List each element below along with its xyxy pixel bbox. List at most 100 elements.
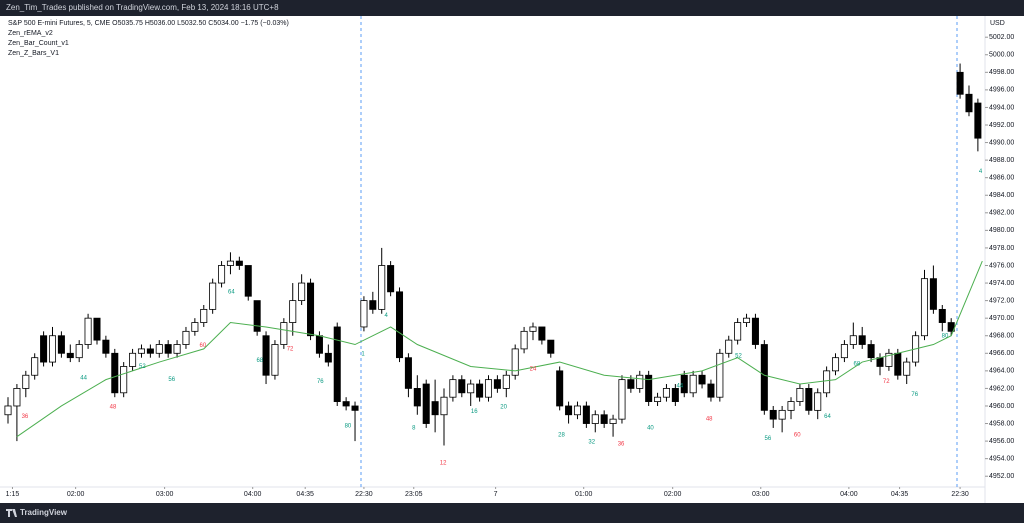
candle-body [200, 308, 208, 323]
bar-count: 68 [256, 358, 263, 364]
y-tick-label: 4954.00 [989, 456, 1014, 463]
candle-body [903, 361, 911, 376]
candle-body [40, 335, 48, 363]
candle-body [538, 326, 546, 341]
candle-body [484, 379, 493, 398]
candle-body [698, 374, 706, 385]
candle-body [298, 282, 306, 302]
candle-body [573, 405, 581, 416]
candle-body [333, 326, 341, 402]
candle-body [93, 317, 101, 341]
candle-body [689, 374, 697, 394]
bar-count: 24 [530, 367, 537, 373]
x-tick-label: 01:00 [575, 491, 593, 498]
candle-body [760, 344, 768, 411]
candle-body [965, 93, 973, 113]
bar-count: 80 [942, 333, 949, 339]
candle-body [511, 348, 519, 376]
bar-count: 4 [384, 313, 388, 319]
candle-body [974, 102, 982, 139]
candle-body [75, 344, 83, 359]
publisher: Zen_Tim_Trades published on TradingView.… [6, 3, 279, 12]
y-tick-label: 4978.00 [989, 245, 1014, 252]
candle-body [360, 300, 368, 328]
indicator: Zen_Z_Bars_V1 [8, 50, 59, 57]
y-tick-label: 4990.00 [989, 139, 1014, 146]
y-tick-label: 4982.00 [989, 210, 1014, 217]
candle-body [582, 405, 590, 424]
currency: USD [990, 20, 1005, 27]
candle-body [769, 409, 777, 420]
candle-body [609, 418, 617, 424]
candle-body [262, 335, 270, 376]
candle-body [778, 409, 786, 420]
x-tick-label: 7 [494, 491, 498, 498]
bar-count: 52 [139, 364, 146, 370]
bar-count: 52 [735, 354, 742, 360]
bar-count: 64 [824, 414, 831, 420]
candle-body [636, 374, 644, 389]
candle-body [529, 326, 537, 332]
candle-body [218, 265, 226, 284]
y-tick-label: 4970.00 [989, 315, 1014, 322]
logo [6, 509, 17, 517]
candle-body [307, 282, 315, 337]
candle-body [751, 317, 759, 345]
y-tick-label: 4952.00 [989, 473, 1014, 480]
candle-body [4, 405, 12, 416]
y-tick-label: 5002.00 [989, 34, 1014, 41]
bar-count: 76 [317, 379, 324, 385]
x-tick-label: 22:30 [951, 491, 969, 498]
y-tick-label: 4960.00 [989, 403, 1014, 410]
candle-body [502, 374, 510, 389]
x-tick-label: 02:00 [67, 491, 85, 498]
candle-body [324, 352, 332, 363]
y-tick-label: 4966.00 [989, 350, 1014, 357]
candle-body [556, 370, 564, 407]
candle-body [111, 352, 119, 394]
candle-body [440, 396, 448, 416]
candle-body [431, 401, 439, 416]
candle-body [280, 322, 288, 345]
candle-body [493, 379, 501, 389]
indicator: Zen_rEMA_v2 [8, 30, 53, 37]
bar-count: 48 [706, 417, 713, 423]
bar-count: 4 [979, 169, 983, 175]
bar-count: 1 [361, 352, 365, 358]
candle-body [31, 357, 39, 376]
symbol-info: S&P 500 E-mini Futures, 5, CME O5035.75 … [8, 20, 289, 27]
y-tick-label: 4974.00 [989, 280, 1014, 287]
candle-body [618, 379, 626, 420]
candle-body [182, 330, 190, 345]
x-tick-label: 23:05 [405, 491, 423, 498]
candle-body [467, 383, 475, 394]
candle-body [787, 401, 795, 411]
bar-count: 44 [676, 383, 683, 389]
candle-body [591, 414, 599, 424]
candle-body [805, 388, 813, 411]
x-tick-label: 04:00 [840, 491, 858, 498]
candle-body [173, 344, 181, 354]
bar-count: 44 [80, 375, 87, 381]
candle-body [600, 414, 608, 424]
candle-body [458, 379, 466, 394]
candle-body [191, 322, 199, 332]
y-tick-label: 4956.00 [989, 438, 1014, 445]
y-tick-label: 5000.00 [989, 52, 1014, 59]
candle-body [378, 265, 386, 310]
candle-body [565, 405, 573, 416]
bar-count: 72 [883, 379, 890, 385]
bar-count: 28 [558, 433, 565, 439]
candle-body [164, 344, 172, 354]
bar-count: 48 [110, 404, 117, 410]
candle-body [413, 388, 421, 407]
bar-count: 60 [794, 433, 801, 439]
candle-body [885, 352, 893, 367]
y-tick-label: 4962.00 [989, 385, 1014, 392]
candle-body [707, 383, 715, 398]
candle-body [849, 335, 857, 345]
candle-body [351, 405, 359, 411]
candle-body [137, 348, 145, 354]
x-tick-label: 03:00 [156, 491, 174, 498]
candle-body [155, 344, 163, 354]
